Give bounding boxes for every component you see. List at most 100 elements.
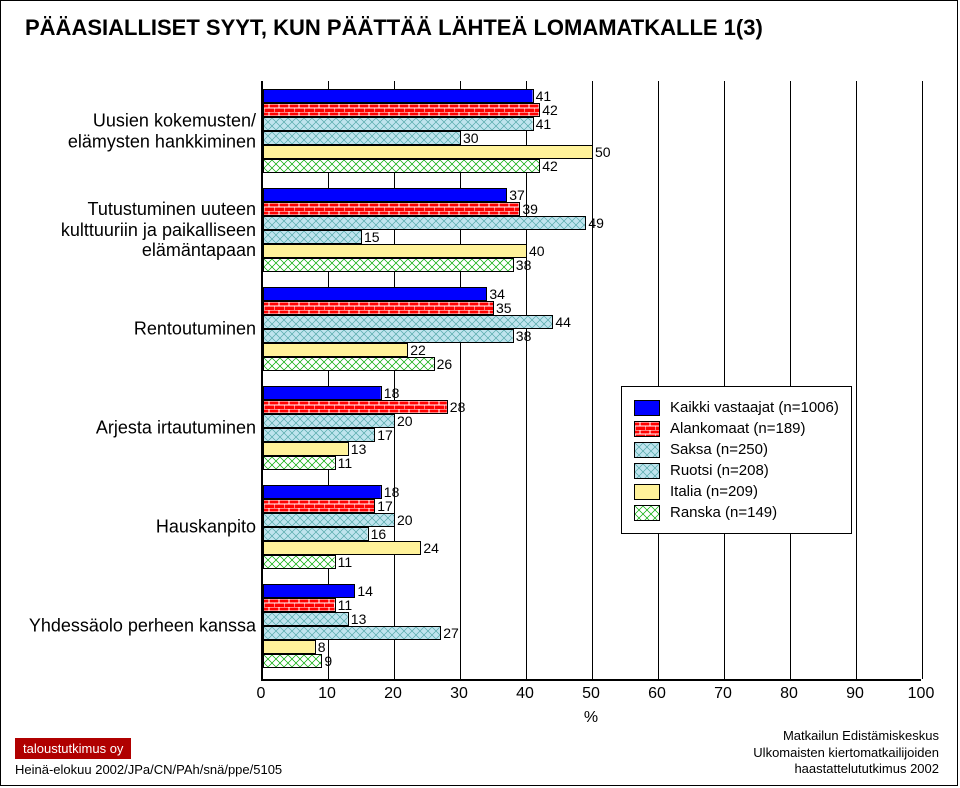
footer-left: taloustutkimus oy Heinä-elokuu 2002/JPa/… — [15, 738, 282, 777]
x-tick-label: 10 — [318, 685, 336, 703]
bar-value-label: 15 — [364, 229, 380, 245]
footer-left-line: Heinä-elokuu 2002/JPa/CN/PAh/snä/ppe/510… — [15, 762, 282, 777]
legend-label: Italia (n=209) — [670, 483, 758, 500]
bar-value-label: 17 — [377, 498, 393, 514]
bar: 22 — [263, 343, 408, 357]
bar-value-label: 28 — [450, 399, 466, 415]
grid-line — [724, 81, 725, 679]
bar: 11 — [263, 555, 336, 569]
legend-row: Kaikki vastaajat (n=1006) — [634, 399, 839, 416]
bar-value-label: 30 — [463, 130, 479, 146]
bar: 37 — [263, 188, 507, 202]
legend-label: Saksa (n=250) — [670, 441, 768, 458]
x-tick-label: 0 — [257, 685, 266, 703]
legend-row: Alankomaat (n=189) — [634, 420, 839, 437]
bar-value-label: 18 — [384, 385, 400, 401]
bar: 17 — [263, 428, 375, 442]
bar-value-label: 14 — [357, 583, 373, 599]
legend-row: Italia (n=209) — [634, 483, 839, 500]
bar-value-label: 13 — [351, 611, 367, 627]
bar-value-label: 11 — [338, 554, 353, 570]
bar: 20 — [263, 513, 395, 527]
bar-value-label: 35 — [496, 300, 512, 316]
bar-value-label: 11 — [338, 455, 353, 471]
legend-swatch — [634, 463, 660, 479]
bar-value-label: 49 — [588, 215, 604, 231]
legend-swatch — [634, 400, 660, 416]
bar-value-label: 22 — [410, 342, 426, 358]
plot-area: 4142413050423739491540383435443822261828… — [261, 81, 921, 681]
legend-swatch — [634, 484, 660, 500]
bar: 11 — [263, 456, 336, 470]
bar: 24 — [263, 541, 421, 555]
bar-value-label: 13 — [351, 441, 367, 457]
bar: 15 — [263, 230, 362, 244]
logo-badge: taloustutkimus oy — [15, 738, 131, 759]
legend-label: Ranska (n=149) — [670, 504, 777, 521]
bar-value-label: 44 — [555, 314, 571, 330]
bar: 42 — [263, 103, 540, 117]
y-axis-labels: Uusien kokemusten/elämysten hankkiminen T… — [1, 81, 261, 681]
bar: 14 — [263, 584, 355, 598]
x-tick-label: 80 — [780, 685, 798, 703]
bar: 35 — [263, 301, 494, 315]
footer-right-line: Matkailun Edistämiskeskus — [753, 728, 939, 744]
x-tick-label: 100 — [908, 685, 935, 703]
category-label: Hauskanpito — [11, 517, 256, 538]
grid-line — [790, 81, 791, 679]
bar: 34 — [263, 287, 487, 301]
legend-row: Ranska (n=149) — [634, 504, 839, 521]
grid-line — [658, 81, 659, 679]
legend: Kaikki vastaajat (n=1006) Alankomaat (n=1… — [621, 386, 852, 534]
bar-value-label: 20 — [397, 413, 413, 429]
x-tick-label: 20 — [384, 685, 402, 703]
bar-value-label: 38 — [516, 328, 532, 344]
page-frame: PÄÄASIALLISET SYYT, KUN PÄÄTTÄÄ LÄHTEÄ L… — [0, 0, 958, 786]
grid-line — [856, 81, 857, 679]
legend-swatch — [634, 442, 660, 458]
legend-row: Saksa (n=250) — [634, 441, 839, 458]
category-label: Uusien kokemusten/elämysten hankkiminen — [11, 110, 256, 151]
bar-value-label: 20 — [397, 512, 413, 528]
bar: 41 — [263, 117, 534, 131]
bar: 16 — [263, 527, 369, 541]
bar: 30 — [263, 131, 461, 145]
bar-value-label: 26 — [437, 356, 453, 372]
bar: 38 — [263, 329, 514, 343]
footer-right-line: Ulkomaisten kiertomatkailijoiden — [753, 745, 939, 761]
bar: 18 — [263, 485, 382, 499]
category-label: Yhdessäolo perheen kanssa — [11, 616, 256, 637]
chart-area: Uusien kokemusten/elämysten hankkiminen T… — [1, 81, 957, 735]
chart-title: PÄÄASIALLISET SYYT, KUN PÄÄTTÄÄ LÄHTEÄ L… — [1, 1, 957, 41]
bar: 44 — [263, 315, 553, 329]
legend-label: Alankomaat (n=189) — [670, 420, 806, 437]
grid-line — [592, 81, 593, 679]
bar: 26 — [263, 357, 435, 371]
bar: 27 — [263, 626, 441, 640]
footer-right-line: haastattelututkimus 2002 — [753, 761, 939, 777]
bar-value-label: 50 — [595, 144, 611, 160]
footer-right: Matkailun EdistämiskeskusUlkomaisten kie… — [753, 728, 939, 777]
category-label: Tutustuminen uuteen kulttuuriin ja paika… — [11, 199, 256, 261]
legend-swatch — [634, 421, 660, 437]
bar: 39 — [263, 202, 520, 216]
bar: 28 — [263, 400, 448, 414]
x-tick-label: 50 — [582, 685, 600, 703]
bar-value-label: 27 — [443, 625, 459, 641]
legend-row: Ruotsi (n=208) — [634, 462, 839, 479]
bar: 38 — [263, 258, 514, 272]
x-axis-ticks: 0102030405060708090100 — [261, 685, 921, 707]
bar: 13 — [263, 612, 349, 626]
bar: 50 — [263, 145, 593, 159]
bar: 40 — [263, 244, 527, 258]
legend-swatch — [634, 505, 660, 521]
bar-value-label: 41 — [536, 116, 552, 132]
bar-value-label: 42 — [542, 158, 558, 174]
x-tick-label: 70 — [714, 685, 732, 703]
category-label: Arjesta irtautuminen — [11, 418, 256, 439]
bar: 9 — [263, 654, 322, 668]
bar-value-label: 17 — [377, 427, 393, 443]
bar: 42 — [263, 159, 540, 173]
bar: 41 — [263, 89, 534, 103]
x-tick-label: 90 — [846, 685, 864, 703]
